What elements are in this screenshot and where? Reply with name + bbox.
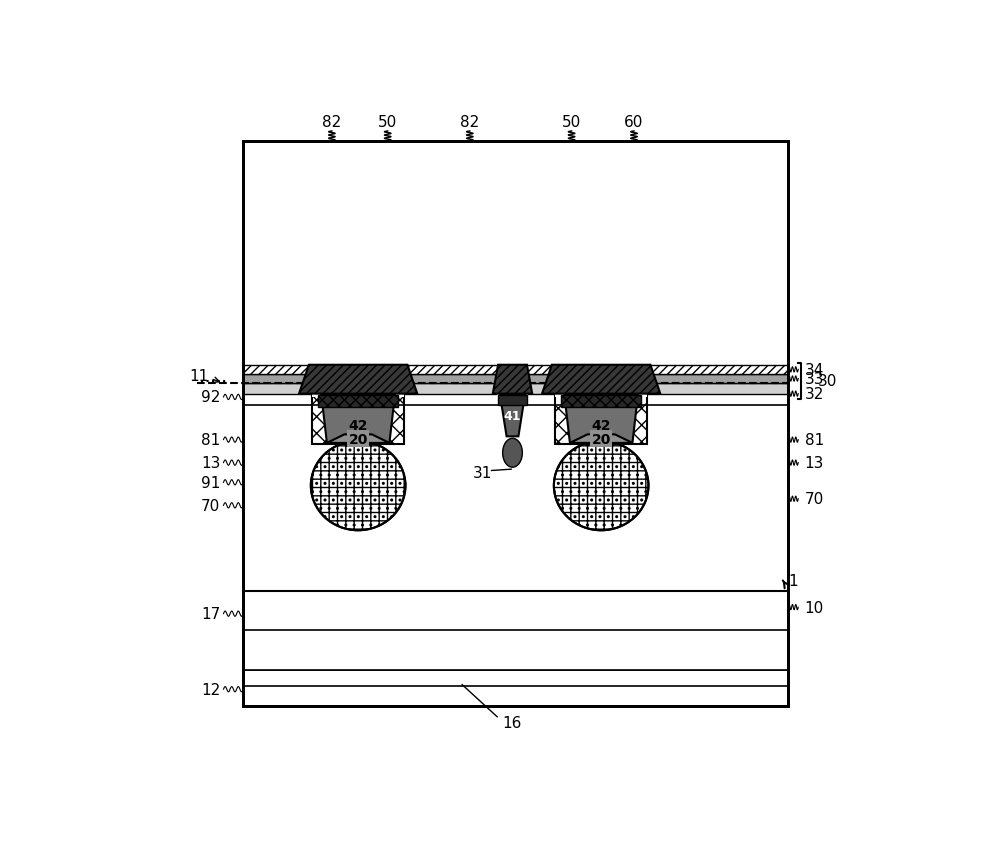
Bar	[243, 366, 788, 375]
Text: 34: 34	[805, 362, 824, 377]
Bar	[243, 141, 788, 705]
Text: 12: 12	[201, 682, 220, 697]
Text: 70: 70	[805, 492, 824, 507]
Text: 70: 70	[201, 498, 220, 513]
Text: 11: 11	[189, 369, 208, 384]
Bar	[243, 630, 788, 670]
Ellipse shape	[503, 439, 522, 468]
Bar	[319, 366, 398, 394]
Text: 60: 60	[624, 114, 644, 130]
Polygon shape	[500, 395, 525, 437]
Bar	[555, 391, 647, 445]
Text: 33: 33	[805, 371, 824, 387]
Text: 10: 10	[805, 600, 824, 615]
Text: 81: 81	[201, 433, 220, 447]
Polygon shape	[564, 395, 638, 443]
Text: 31: 31	[473, 465, 493, 481]
Polygon shape	[327, 435, 389, 443]
Text: 30: 30	[818, 374, 837, 389]
Text: 13: 13	[201, 456, 220, 470]
Text: 20: 20	[591, 432, 611, 446]
Polygon shape	[498, 395, 527, 406]
Text: 17: 17	[201, 607, 220, 621]
Text: 81: 81	[805, 433, 824, 447]
Polygon shape	[299, 366, 417, 394]
Bar	[243, 375, 788, 383]
Bar	[243, 383, 788, 394]
Bar	[312, 362, 404, 397]
Text: 82: 82	[460, 114, 479, 130]
Text: 32: 32	[805, 387, 824, 401]
Text: 42: 42	[591, 419, 611, 433]
Polygon shape	[561, 395, 641, 407]
Ellipse shape	[554, 441, 648, 531]
Text: 20: 20	[348, 432, 368, 446]
Polygon shape	[493, 366, 532, 394]
Text: 42: 42	[348, 419, 368, 433]
Bar	[243, 394, 788, 630]
Text: 50: 50	[562, 114, 581, 130]
Text: 41: 41	[504, 410, 521, 423]
Text: 1: 1	[788, 573, 798, 589]
Text: 16: 16	[503, 715, 522, 729]
Polygon shape	[570, 435, 632, 443]
Text: 91: 91	[201, 475, 220, 490]
Ellipse shape	[311, 441, 405, 531]
Bar	[562, 366, 641, 394]
Text: 82: 82	[322, 114, 342, 130]
Polygon shape	[318, 395, 398, 407]
Bar	[243, 670, 788, 686]
Bar	[312, 391, 404, 445]
Text: 50: 50	[378, 114, 397, 130]
Bar	[555, 362, 647, 397]
Text: 13: 13	[805, 456, 824, 470]
Polygon shape	[542, 366, 660, 394]
Polygon shape	[321, 395, 395, 443]
Bar	[243, 141, 788, 705]
Bar	[497, 364, 528, 396]
Text: 92: 92	[201, 390, 220, 405]
